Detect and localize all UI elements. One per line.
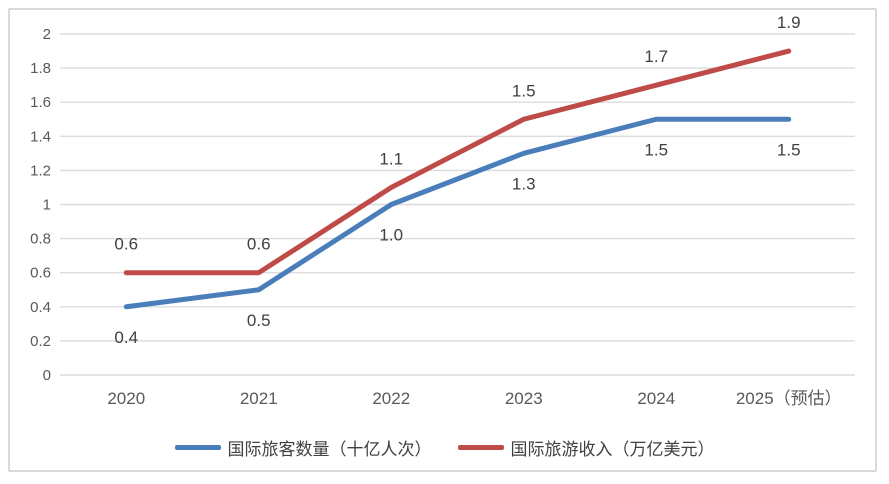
y-axis-tick-label: 1.8 [30, 60, 51, 77]
chart-legend: 国际旅客数量（十亿人次） 国际旅游收入（万亿美元） [0, 433, 889, 461]
x-axis-tick-label: 2021 [240, 389, 278, 408]
y-axis-tick-label: 0.4 [30, 299, 51, 316]
y-axis-tick-label: 1.6 [30, 94, 51, 111]
legend-swatch-red-line-icon [457, 444, 504, 450]
y-axis-tick-label: 1 [43, 197, 51, 214]
data-label: 1.0 [379, 226, 403, 245]
x-axis-tick-label: 2023 [505, 389, 543, 408]
legend-label-passengers: 国际旅客数量（十亿人次） [227, 439, 432, 459]
legend-item-revenue: 国际旅游收入（万亿美元） [457, 435, 715, 460]
data-label: 0.5 [247, 311, 271, 330]
legend-swatch-blue-line-icon [174, 444, 221, 450]
data-label: 1.5 [512, 81, 536, 100]
x-axis-tick-label: 2020 [107, 389, 145, 408]
x-axis-tick-label: 2025（预估） [736, 389, 842, 408]
data-label: 0.6 [114, 235, 138, 254]
data-label: 1.9 [777, 13, 801, 32]
series-line-1 [123, 48, 792, 276]
y-axis-tick-label: 0 [43, 367, 51, 384]
data-label: 0.6 [247, 235, 271, 254]
data-label: 1.3 [512, 174, 536, 193]
legend-item-passengers: 国际旅客数量（十亿人次） [174, 435, 432, 460]
y-axis-tick-label: 0.2 [30, 333, 51, 350]
y-axis-tick-label: 1.4 [30, 128, 51, 145]
data-label: 1.5 [777, 140, 801, 159]
data-label: 1.7 [644, 47, 668, 66]
x-axis-tick-label: 2024 [637, 389, 675, 408]
data-label: 0.4 [114, 328, 138, 347]
x-axis-tick-label: 2022 [372, 389, 410, 408]
y-axis-tick-label: 2 [43, 26, 51, 43]
data-label: 1.5 [644, 140, 668, 159]
y-axis-tick-label: 0.8 [30, 231, 51, 248]
y-axis-tick-label: 1.2 [30, 162, 51, 179]
data-label: 1.1 [379, 149, 403, 168]
y-axis-tick-label: 0.6 [30, 265, 51, 282]
chart-frame [8, 8, 877, 472]
legend-label-revenue: 国际旅游收入（万亿美元） [510, 439, 715, 459]
series-line-0 [123, 116, 792, 310]
